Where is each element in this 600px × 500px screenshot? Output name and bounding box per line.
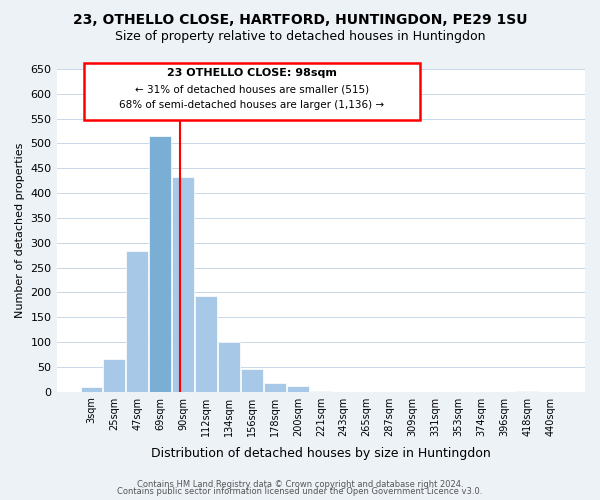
Bar	[310, 390, 332, 392]
Text: ← 31% of detached houses are smaller (515): ← 31% of detached houses are smaller (51…	[135, 84, 369, 94]
Text: 23, OTHELLO CLOSE, HARTFORD, HUNTINGDON, PE29 1SU: 23, OTHELLO CLOSE, HARTFORD, HUNTINGDON,…	[73, 12, 527, 26]
Text: Contains public sector information licensed under the Open Government Licence v3: Contains public sector information licen…	[118, 488, 482, 496]
Text: 68% of semi-detached houses are larger (1,136) →: 68% of semi-detached houses are larger (…	[119, 100, 385, 110]
Bar	[218, 342, 240, 392]
X-axis label: Distribution of detached houses by size in Huntingdon: Distribution of detached houses by size …	[151, 447, 491, 460]
Bar	[195, 296, 217, 392]
Text: Size of property relative to detached houses in Huntingdon: Size of property relative to detached ho…	[115, 30, 485, 43]
Bar	[127, 251, 148, 392]
Bar	[264, 382, 286, 392]
Text: 23 OTHELLO CLOSE: 98sqm: 23 OTHELLO CLOSE: 98sqm	[167, 68, 337, 78]
Bar	[149, 136, 171, 392]
Bar	[172, 176, 194, 392]
Y-axis label: Number of detached properties: Number of detached properties	[15, 142, 25, 318]
Text: Contains HM Land Registry data © Crown copyright and database right 2024.: Contains HM Land Registry data © Crown c…	[137, 480, 463, 489]
Bar	[287, 386, 309, 392]
Bar	[241, 369, 263, 392]
Bar	[103, 360, 125, 392]
Bar	[80, 386, 103, 392]
